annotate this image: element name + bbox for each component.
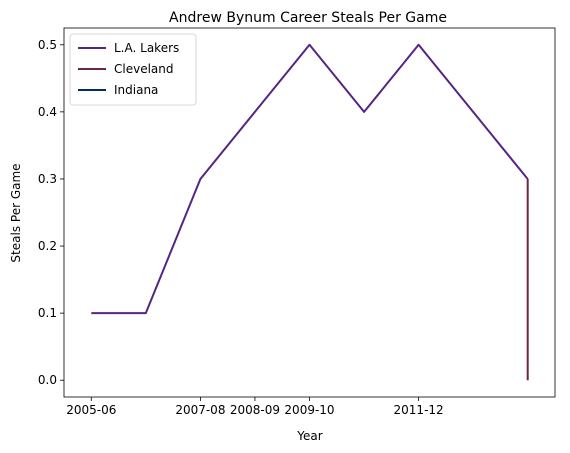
series-layer [91,43,529,381]
x-tick-label: 2005-06 [66,403,116,417]
y-axis: 0.0 0.1 0.2 0.3 0.4 0.5 [38,38,64,387]
legend: L.A. Lakers Cleveland Indiana [69,33,197,106]
x-axis-label: Year [296,429,322,443]
x-axis: 2005-06 2007-08 2008-09 2009-10 2011-12 [66,397,444,417]
y-tick-label: 0.3 [38,172,57,186]
y-tick-label: 0.0 [38,373,57,387]
legend-label: L.A. Lakers [114,41,179,55]
x-tick-label: 2007-08 [175,403,225,417]
legend-box [69,33,197,106]
series-line-0 [91,43,529,315]
x-tick-label: 2011-12 [394,403,444,417]
legend-label: Indiana [114,83,158,97]
chart-title: Andrew Bynum Career Steals Per Game [169,10,447,26]
y-tick-label: 0.4 [38,105,57,119]
x-tick-label: 2009-10 [284,403,334,417]
y-tick-label: 0.5 [38,38,57,52]
x-tick-label: 2008-09 [230,403,280,417]
y-tick-label: 0.1 [38,306,57,320]
y-axis-label: Steals Per Game [9,163,23,262]
legend-label: Cleveland [114,62,174,76]
y-tick-label: 0.2 [38,239,57,253]
